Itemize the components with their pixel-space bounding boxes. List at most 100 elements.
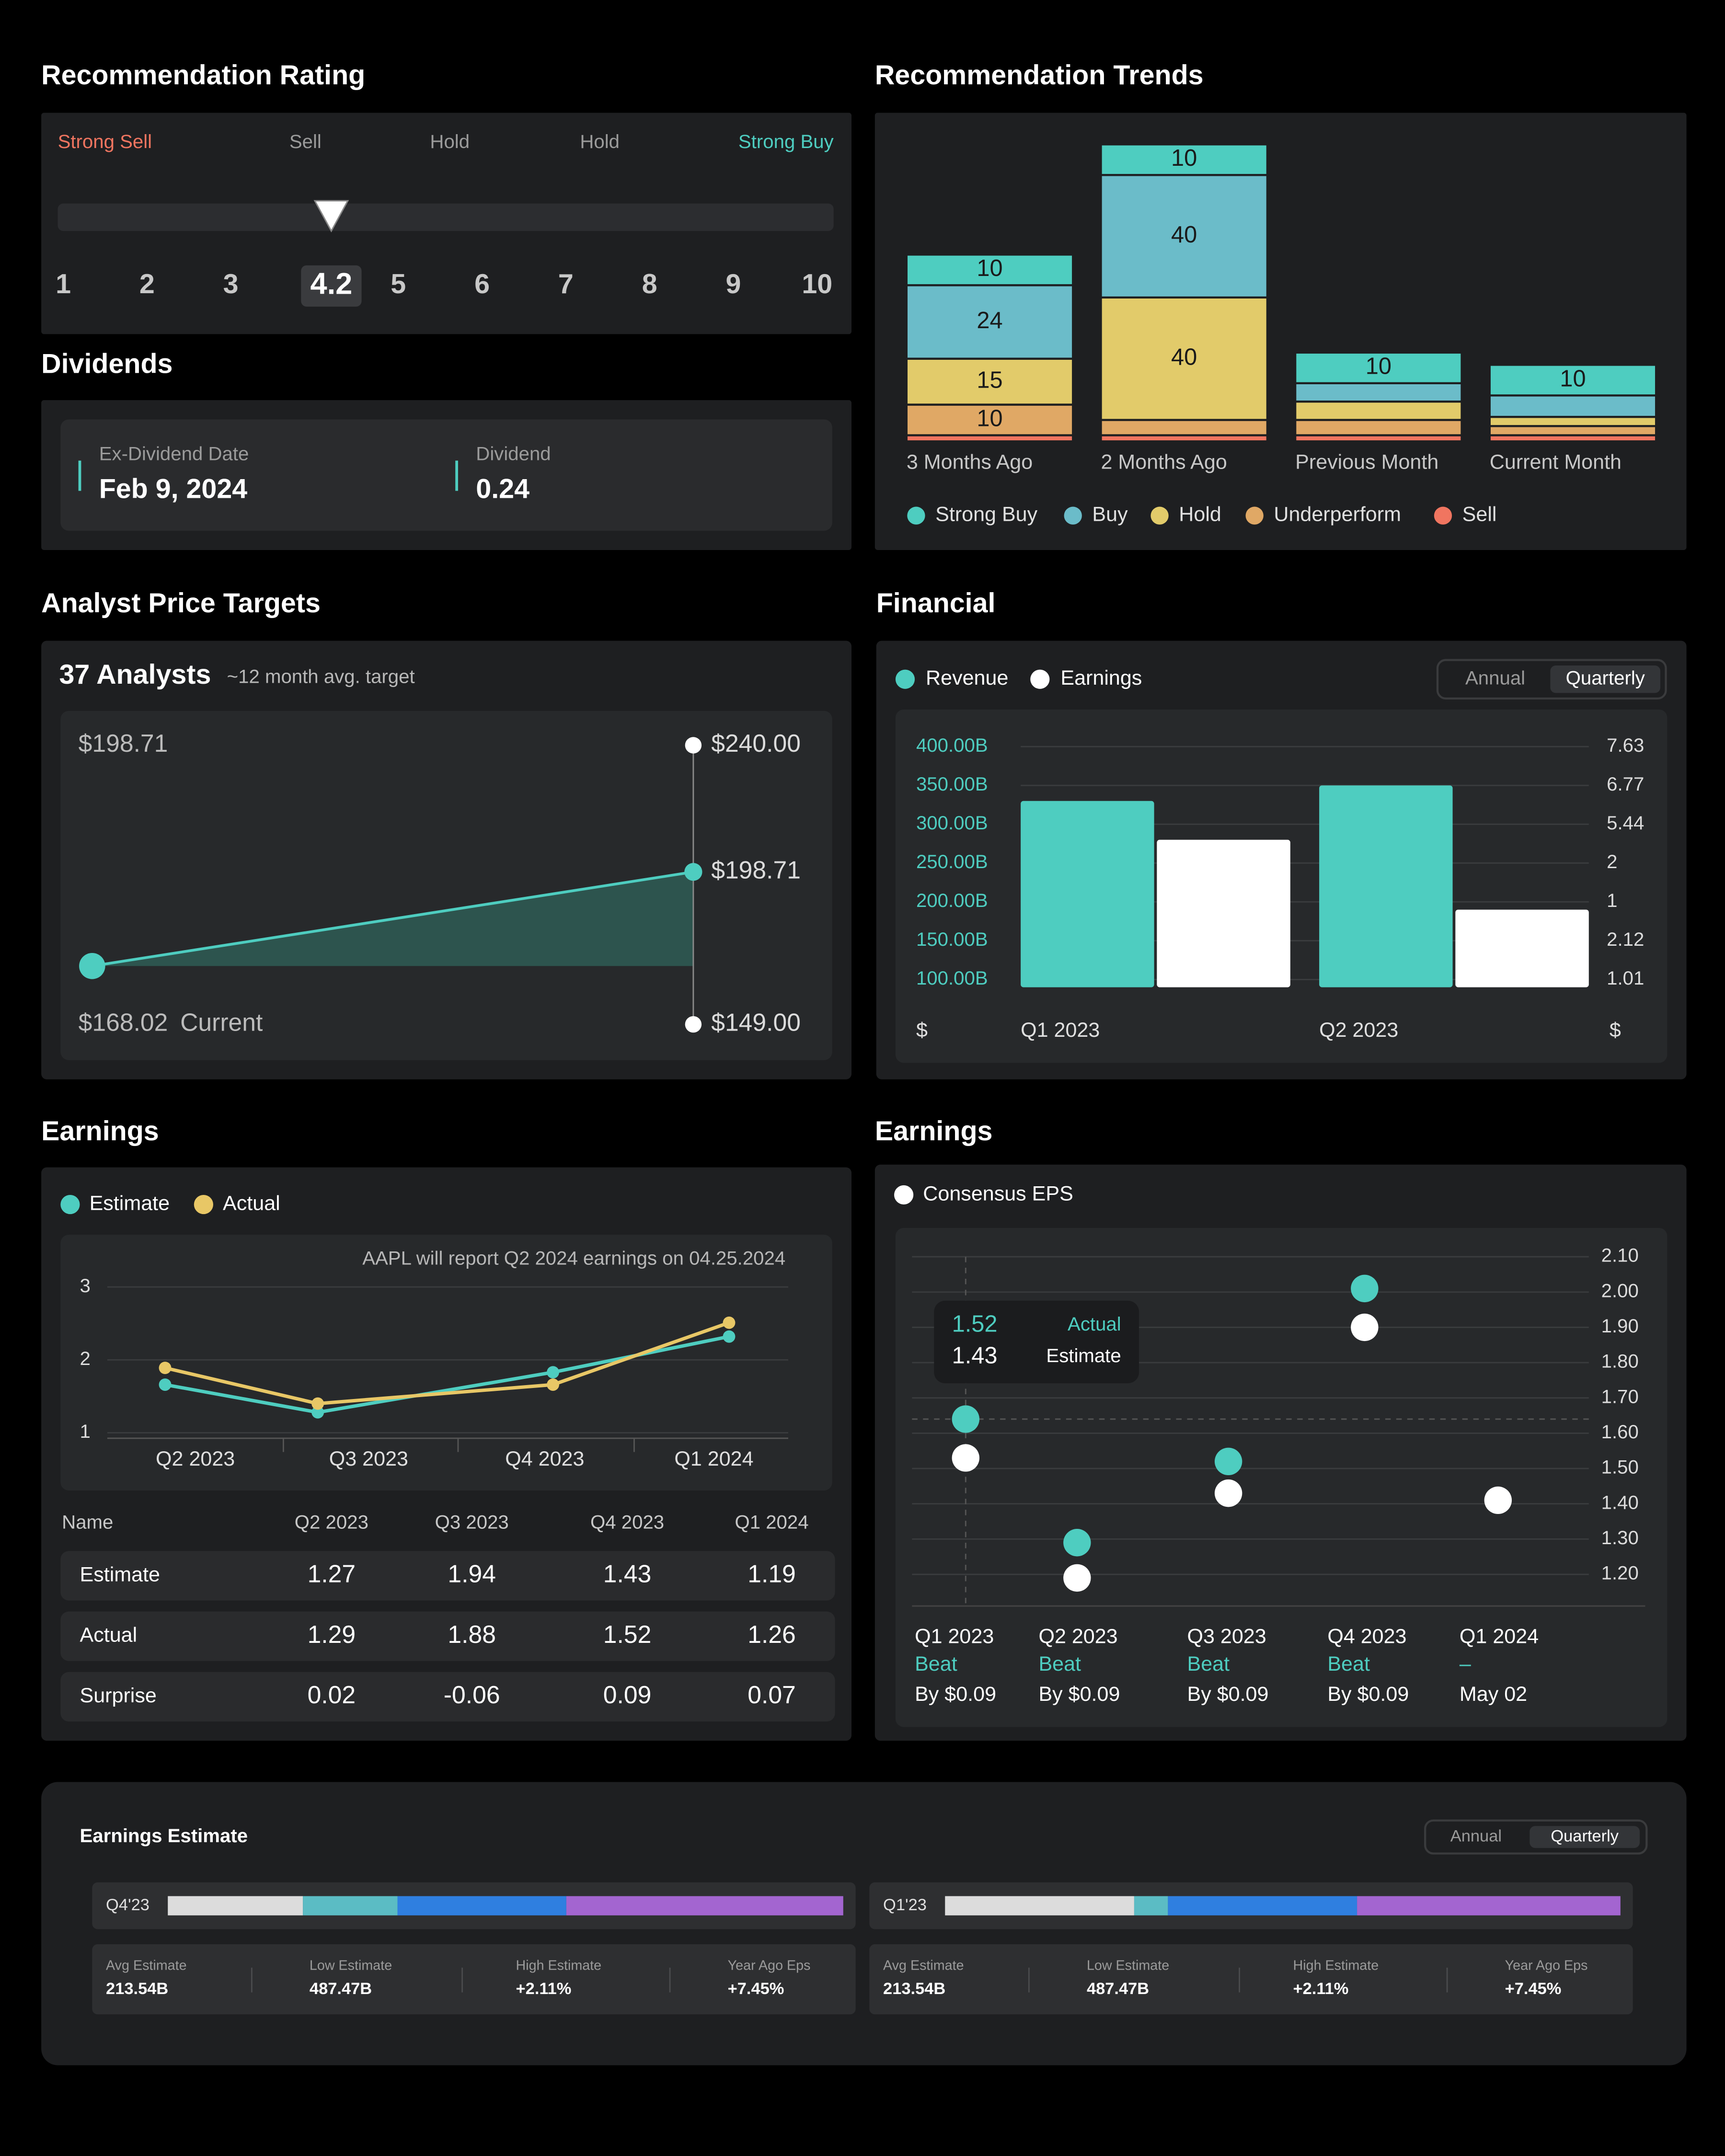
table-cell: 1.88 (448, 1620, 496, 1648)
dividend-value: 0.24 (476, 474, 529, 505)
toggle[interactable] (1424, 1819, 1648, 1855)
series-line (164, 1321, 730, 1406)
bar-segment (1100, 296, 1269, 421)
current-point (79, 953, 105, 979)
rating-marker (313, 200, 349, 233)
toggle-option[interactable]: Annual (1465, 667, 1525, 688)
stat-label: Low Estimate (1087, 1958, 1169, 1973)
legend-label[interactable]: Earnings (1060, 666, 1142, 689)
legend-marker (894, 1185, 914, 1205)
y-tick-label: 300.00B (916, 812, 988, 834)
high-label: $240.00 (711, 729, 801, 757)
point (1351, 1313, 1379, 1342)
average-label: $198.71 (711, 856, 801, 883)
scale-tick: 3 (223, 269, 239, 299)
table-cell: 0.09 (603, 1681, 652, 1709)
low-point (685, 1016, 702, 1033)
legend-marker (907, 506, 925, 525)
subtitle: ~12 month avg. target (227, 665, 415, 687)
toggle-option[interactable]: Annual (1450, 1827, 1502, 1845)
scale-tick: 2 (139, 269, 155, 299)
stats-row (92, 1944, 856, 2015)
y-tick-label: 1.90 (1601, 1315, 1639, 1337)
y-tick-label: 1.30 (1601, 1527, 1639, 1548)
data-label: 40 (1171, 344, 1197, 370)
y-tick-label: 400.00B (916, 734, 988, 756)
legend-label[interactable]: Consensus EPS (923, 1182, 1073, 1205)
stat-value: +7.45% (728, 1980, 784, 1998)
table-cell: Actual (80, 1624, 138, 1647)
dividend-label: Ex-Dividend Date (99, 443, 249, 465)
data-label: 10 (1366, 354, 1392, 379)
toggle-option[interactable]: Quarterly (1551, 1827, 1619, 1845)
legend-label[interactable]: Buy (1092, 503, 1128, 526)
high-point (685, 737, 702, 754)
inner-panel (60, 419, 832, 531)
legend-marker (1064, 506, 1082, 525)
point (311, 1406, 324, 1419)
data-label: 10 (977, 255, 1002, 281)
y-tick-label: 3 (80, 1275, 91, 1296)
estimate-segment (1134, 1896, 1168, 1915)
value-badge (301, 265, 362, 307)
data-label: 24 (977, 308, 1002, 333)
stat-value: 487.47B (310, 1980, 372, 1998)
y-tick-label: 1.20 (1601, 1562, 1639, 1584)
legend-marker (194, 1194, 213, 1215)
legend-marker (60, 1194, 80, 1215)
table-cell: 0.07 (748, 1681, 796, 1709)
bar-segment (1294, 401, 1463, 421)
result-label: – (1460, 1652, 1471, 1675)
point (159, 1378, 172, 1391)
point (547, 1366, 559, 1379)
toggle-option[interactable]: Quarterly (1566, 667, 1645, 688)
legend-marker (1030, 669, 1050, 689)
table-cell: 1.43 (603, 1560, 652, 1588)
table-cell: 1.29 (308, 1620, 356, 1648)
toggle[interactable] (1436, 659, 1667, 700)
legend-label[interactable]: Estimate (90, 1192, 170, 1215)
y-tick-label: 250.00B (916, 851, 988, 872)
stat-label: Low Estimate (310, 1958, 392, 1973)
stat-label: Year Ago Eps (1505, 1958, 1588, 1973)
legend-label[interactable]: Underperform (1274, 503, 1401, 526)
current-text: Current (180, 1009, 263, 1036)
x-tick-label: Q3 2023 (1187, 1625, 1266, 1648)
legend-label[interactable]: Actual (223, 1192, 280, 1215)
table-cell: -0.06 (444, 1681, 500, 1709)
stat-label: Year Ago Eps (728, 1958, 811, 1973)
legend-label[interactable]: Hold (1179, 503, 1221, 526)
dividend-label: Dividend (476, 443, 551, 465)
legend-label[interactable]: Revenue (926, 666, 1008, 689)
tooltip-value: 1.52 (952, 1311, 998, 1337)
result-label: Beat (1327, 1652, 1370, 1675)
result-label: Beat (1187, 1652, 1230, 1675)
point (547, 1378, 559, 1391)
stat-label: High Estimate (516, 1958, 602, 1973)
x-tick-label: Q2 2023 (1038, 1625, 1117, 1648)
chart-area (60, 1235, 832, 1491)
x-tick-label: Q1 2024 (674, 1447, 753, 1470)
rating-label: Sell (289, 131, 322, 152)
estimate-segment (168, 1896, 303, 1915)
dividend-value: Feb 9, 2024 (99, 474, 248, 505)
y-tick-label: 2 (80, 1348, 91, 1369)
legend-label[interactable]: Sell (1462, 503, 1497, 526)
legend-label[interactable]: Strong Buy (935, 503, 1037, 526)
y-tick-label: 1 (80, 1421, 91, 1442)
table-header: Name (62, 1511, 113, 1533)
axis-unit: $ (916, 1019, 928, 1042)
legend-marker (895, 669, 915, 689)
bar-segment (1100, 174, 1269, 299)
table-cell: Estimate (80, 1563, 160, 1586)
point (723, 1316, 736, 1329)
x-tick-label: Q3 2023 (329, 1447, 408, 1470)
scale-tick: 1 (56, 269, 71, 299)
table-header: Q2 2023 (295, 1511, 368, 1533)
point (723, 1330, 736, 1343)
scale-tick: 9 (725, 269, 741, 299)
rating-value: 4.2 (310, 267, 353, 301)
point (311, 1397, 324, 1410)
period-label: Q1'23 (883, 1896, 927, 1914)
period-label: Q4'23 (106, 1896, 150, 1914)
